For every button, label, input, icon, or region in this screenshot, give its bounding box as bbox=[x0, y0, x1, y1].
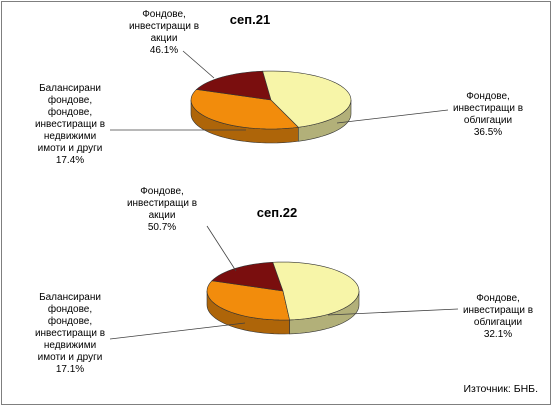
pie2-slice-bonds bbox=[206, 280, 290, 321]
pie2-label-balanced: Балансирани фондове, фондове, инвестиращи в… bbox=[35, 292, 105, 375]
pie2-value-stocks: 50.7% bbox=[148, 222, 176, 233]
pie1-leader-stocks bbox=[182, 50, 215, 79]
pie1-slice-balanced bbox=[195, 70, 272, 101]
pie1-leader-bonds bbox=[336, 109, 449, 124]
pie2-slice-stocks bbox=[272, 261, 360, 321]
pie1-value-stocks: 46.1% bbox=[150, 45, 178, 56]
pie1-label-stocks: Фондове, инвестиращи в акции 46.1% bbox=[129, 9, 199, 56]
pie2-leader-balanced bbox=[109, 322, 246, 340]
pie2-label-bonds: Фондове, инвестиращи в облигации 32.1% bbox=[463, 293, 533, 340]
pie1-label-bonds: Фондове, инвестиращи в облигации 36.5% bbox=[453, 91, 523, 138]
pie2-title: сеп.22 bbox=[257, 205, 297, 220]
pie2-leader-stocks bbox=[206, 225, 237, 272]
pie2-leader-bonds bbox=[327, 308, 459, 316]
pie1-slice-bonds bbox=[190, 89, 300, 130]
pie1-title: сеп.21 bbox=[230, 12, 270, 27]
pie1-label-balanced: Балансирани фондове, фондове, инвестиращи в… bbox=[35, 83, 105, 166]
pie1-value-bonds: 36.5% bbox=[474, 127, 502, 138]
pie2-value-bonds: 32.1% bbox=[484, 329, 512, 340]
pie1-slice-stocks bbox=[262, 70, 352, 128]
pie2-value-balanced: 17.1% bbox=[56, 364, 84, 375]
pie2-slice-balanced bbox=[211, 261, 284, 292]
source-note: Източник: БНБ. bbox=[463, 383, 538, 395]
pie2-label-stocks: Фондове, инвестиращи в акции 50.7% bbox=[127, 186, 197, 233]
pie1-value-balanced: 17.4% bbox=[56, 155, 84, 166]
